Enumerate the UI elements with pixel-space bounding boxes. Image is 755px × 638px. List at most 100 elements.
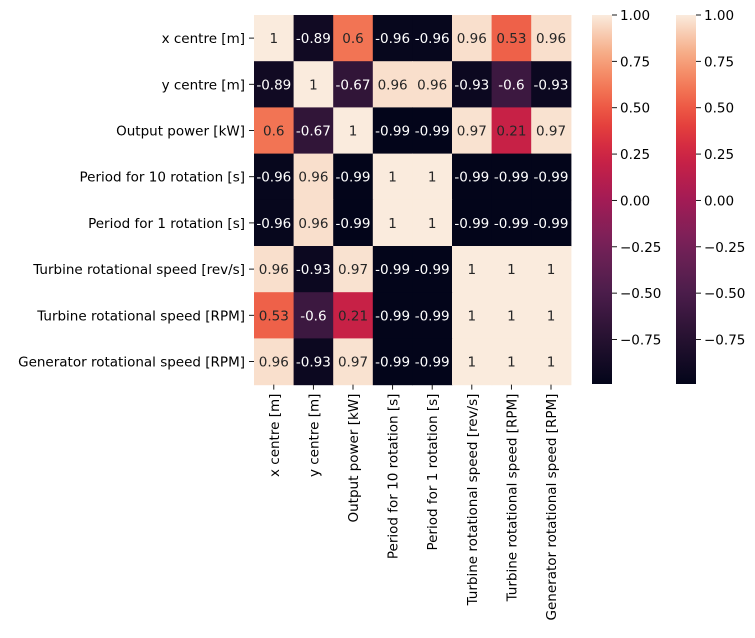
cell-value-label: 0.96: [259, 355, 289, 371]
y-tick-label: y centre [m]: [162, 77, 245, 93]
heatmap-cell: [254, 292, 295, 339]
cell-value-label: -0.99: [336, 216, 371, 232]
cell-value-label: -0.96: [256, 170, 291, 186]
cell-value-label: 0.53: [496, 31, 526, 47]
cell-value-label: -0.99: [494, 170, 529, 186]
heatmap-cell: [412, 199, 453, 247]
heatmap-cell: [333, 61, 374, 108]
cell-value-label: 0.97: [536, 124, 566, 140]
cell-value-label: -0.99: [415, 355, 450, 371]
x-tick-label: Period for 1 rotation [s]: [425, 394, 441, 551]
heatmap-cell: [452, 199, 493, 247]
x-tick-label: x centre [m]: [267, 394, 283, 477]
heatmap-cell: [491, 153, 532, 201]
heatmap-cell: [372, 338, 413, 386]
heatmap-cell: [254, 153, 295, 201]
x-tick-label: Turbine rotational speed [rev/s]: [465, 394, 481, 607]
heatmap-cell: [293, 246, 334, 293]
cell-value-label: 0.21: [338, 308, 368, 324]
heatmap-cell: [372, 15, 413, 62]
heatmap-cell: [333, 246, 374, 293]
heatmap-cell: [452, 338, 493, 386]
cell-value-label: 0.96: [298, 216, 328, 232]
heatmap-cell: [293, 15, 334, 62]
heatmap-cell: [372, 107, 413, 155]
heatmap-cell: [254, 61, 295, 108]
heatmap-cell: [372, 199, 413, 247]
cell-value-label: 1: [349, 124, 358, 140]
heatmap-cell: [491, 246, 532, 293]
heatmap-cell: [372, 292, 413, 339]
heatmap-cell: [293, 292, 334, 339]
colorbar-tick-label: −0.75: [620, 333, 661, 349]
heatmap-cell: [491, 292, 532, 339]
cell-value-label: -0.99: [454, 170, 489, 186]
cell-value-label: 1: [468, 262, 477, 278]
cell-value-label: -0.99: [375, 262, 410, 278]
cell-value-label: 0.96: [259, 262, 289, 278]
heatmap-cell: [531, 338, 572, 386]
colorbar-tick-label: −0.25: [704, 240, 745, 256]
heatmap-cell: [531, 199, 572, 247]
heatmap-cell: [412, 15, 453, 62]
heatmap-cell: [372, 153, 413, 201]
heatmap-cell: [412, 153, 453, 201]
heatmap-cell: [293, 199, 334, 247]
heatmap-cell: [531, 61, 572, 108]
cell-value-label: -0.99: [375, 308, 410, 324]
colorbar-tick-label: 0.25: [620, 147, 650, 163]
heatmap-cell: [293, 107, 334, 155]
heatmap-cell: [452, 292, 493, 339]
colorbar-tick-label: 0.75: [704, 54, 734, 70]
cell-value-label: 0.96: [378, 77, 408, 93]
cell-value-label: 1: [547, 355, 556, 371]
colorbar-tick-label: 1.00: [620, 8, 650, 24]
cell-value-label: -0.96: [415, 31, 450, 47]
colorbar-tick-label: −0.50: [620, 286, 661, 302]
cell-value-label: -0.99: [415, 124, 450, 140]
cell-value-label: -0.96: [256, 216, 291, 232]
cell-value-label: -0.93: [534, 77, 569, 93]
y-tick-label: Turbine rotational speed [RPM]: [36, 308, 245, 324]
cell-value-label: -0.67: [336, 77, 371, 93]
cell-value-label: -0.99: [415, 262, 450, 278]
cell-value-label: 1: [468, 355, 477, 371]
y-tick-label: Period for 1 rotation [s]: [88, 216, 245, 232]
y-tick-label: Generator rotational speed [RPM]: [18, 355, 245, 371]
cell-value-label: 0.6: [263, 124, 284, 140]
heatmap-cell: [333, 199, 374, 247]
heatmap-cell: [452, 153, 493, 201]
colorbar: [676, 15, 696, 384]
cell-value-label: -0.93: [296, 355, 331, 371]
cell-value-label: -0.89: [296, 31, 331, 47]
colorbar-tick-label: 0.75: [620, 54, 650, 70]
heatmap-cell: [412, 246, 453, 293]
cell-value-label: 1: [507, 355, 516, 371]
cell-value-label: -0.99: [336, 170, 371, 186]
heatmap-cell: [491, 15, 532, 62]
cell-value-label: -0.6: [300, 308, 326, 324]
heatmap-cell: [412, 292, 453, 339]
y-tick-label: Period for 10 rotation [s]: [79, 170, 245, 186]
heatmap-cell: [531, 246, 572, 293]
cell-value-label: 1: [270, 31, 279, 47]
heatmap-cell: [452, 61, 493, 108]
x-tick-label: Generator rotational speed [RPM]: [544, 394, 560, 621]
heatmap-cell: [531, 292, 572, 339]
cell-value-label: 0.96: [417, 77, 447, 93]
heatmap-cell: [531, 107, 572, 155]
cell-value-label: -0.99: [454, 216, 489, 232]
heatmap-cell: [372, 246, 413, 293]
cell-value-label: -0.99: [375, 124, 410, 140]
cell-value-label: 1: [428, 216, 437, 232]
heatmap-cell: [452, 246, 493, 293]
cell-value-label: -0.93: [454, 77, 489, 93]
colorbar-tick-label: 0.50: [620, 101, 650, 117]
colorbar-tick-label: 0.00: [704, 193, 734, 209]
heatmap-cell: [293, 338, 334, 386]
colorbar-tick-label: 1.00: [704, 8, 734, 24]
cell-value-label: 0.97: [338, 262, 368, 278]
cell-value-label: 0.6: [342, 31, 363, 47]
cell-value-label: -0.93: [296, 262, 331, 278]
